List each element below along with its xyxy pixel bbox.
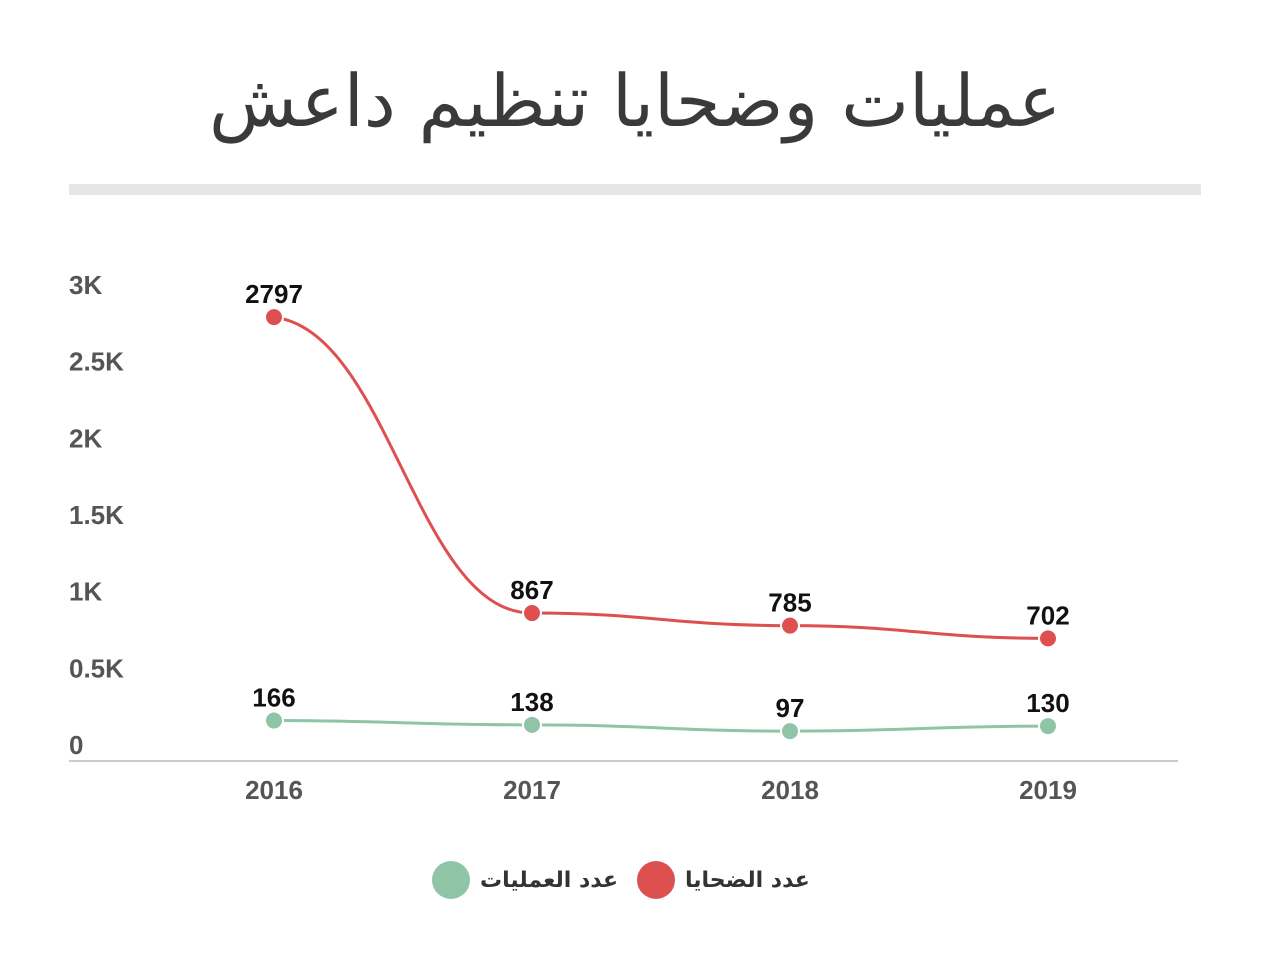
data-label: 97 [776,693,805,723]
legend-swatch-operations [432,861,470,899]
legend-swatch-casualties [637,861,675,899]
y-tick-label: 2K [69,423,102,453]
data-point [264,710,284,731]
data-point [780,721,800,742]
y-tick-label: 1.5K [69,500,124,530]
y-tick-label: 0.5K [69,653,124,683]
data-point [522,603,542,624]
title-divider [69,184,1201,195]
legend-label-casualties: عدد الضحايا [685,867,810,893]
y-tick-label: 2.5K [69,347,124,377]
y-tick-label: 3K [69,270,102,300]
chart-title: عمليات وضحايا تنظيم داعش [208,59,1062,143]
data-label: 138 [510,687,553,717]
data-point [1038,716,1058,737]
x-tick-label: 2016 [245,775,303,805]
data-label: 130 [1026,688,1069,718]
x-tick-label: 2019 [1019,775,1077,805]
legend-label-operations: عدد العمليات [480,867,618,893]
line-chart: 0 0.5K 1K 1.5K 2K 2.5K 3K 2016 2017 2018 2019 2797 8… [69,270,1178,805]
y-tick-label: 0 [69,730,83,760]
data-point [780,615,800,636]
data-point [264,307,284,328]
data-point [1038,628,1058,649]
x-tick-label: 2018 [761,775,819,805]
x-tick-label: 2017 [503,775,561,805]
legend-item-casualties[interactable]: عدد الضحايا [637,858,810,902]
legend-item-operations[interactable]: عدد العمليات [432,858,618,902]
legend: عدد العمليات عدد الضحايا [0,858,1270,908]
data-label: 785 [768,588,811,618]
data-label: 702 [1026,600,1069,630]
data-label: 867 [510,575,553,605]
y-tick-label: 1K [69,577,102,607]
series-line-1 [273,719,1049,733]
data-label: 2797 [245,279,303,309]
data-point [522,714,542,735]
series-line-0 [273,315,1049,640]
data-label: 166 [252,683,295,713]
